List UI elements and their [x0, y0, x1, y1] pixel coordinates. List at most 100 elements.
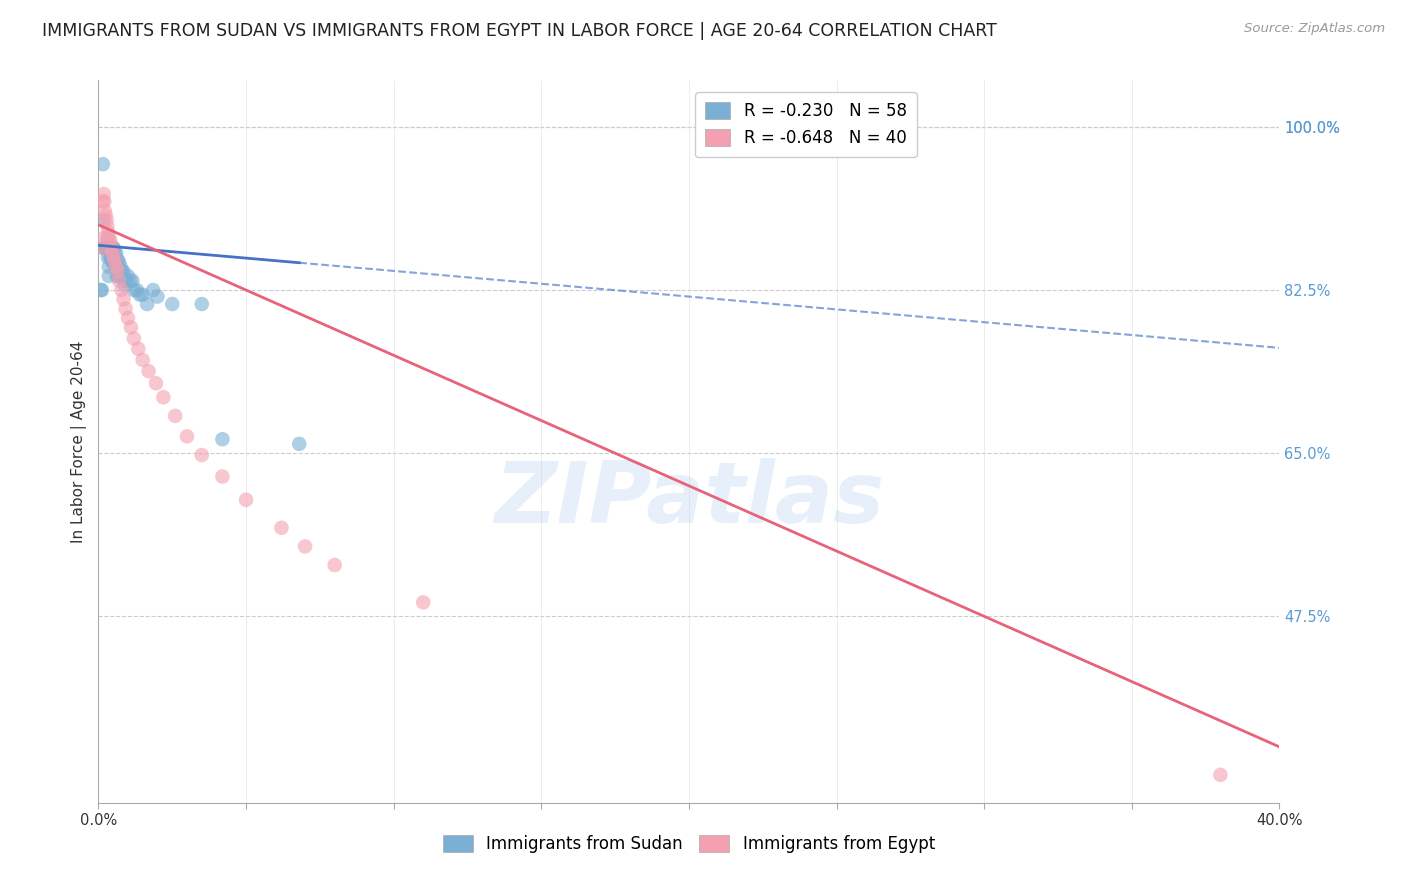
Point [100, 251, 122, 265]
Point [96, 232, 118, 246]
Point [112, 264, 135, 278]
Point [120, 274, 142, 288]
Point [105, 268, 128, 283]
Point [98, 234, 121, 248]
Point [94, 209, 117, 223]
Point [110, 260, 132, 274]
Point [412, 595, 434, 609]
Point [145, 376, 167, 391]
Point [103, 255, 125, 269]
Point [191, 448, 214, 462]
Point [211, 469, 233, 483]
Point [91, 157, 114, 171]
Point [112, 293, 135, 307]
Point [136, 297, 159, 311]
Legend: Immigrants from Sudan, Immigrants from Egypt: Immigrants from Sudan, Immigrants from E… [436, 828, 942, 860]
Point [110, 268, 132, 283]
Point [107, 252, 129, 267]
Point [270, 521, 292, 535]
Point [115, 274, 138, 288]
Point [104, 255, 127, 269]
Point [100, 241, 122, 255]
Point [96, 219, 118, 234]
Point [105, 260, 128, 274]
Text: Source: ZipAtlas.com: Source: ZipAtlas.com [1244, 22, 1385, 36]
Point [103, 241, 125, 255]
Point [162, 297, 183, 311]
Point [120, 320, 142, 334]
Point [294, 540, 316, 554]
Point [91, 194, 114, 209]
Point [104, 260, 127, 274]
Point [108, 268, 131, 283]
Point [104, 245, 127, 260]
Point [211, 432, 233, 446]
Point [91, 283, 114, 297]
Y-axis label: In Labor Force | Age 20-64: In Labor Force | Age 20-64 [72, 341, 87, 542]
Point [96, 213, 118, 227]
Point [100, 238, 122, 252]
Point [96, 241, 118, 255]
Point [111, 271, 134, 285]
Point [93, 194, 115, 209]
Point [132, 353, 155, 368]
Point [1209, 768, 1232, 782]
Point [91, 241, 114, 255]
Point [117, 311, 139, 326]
Point [97, 260, 120, 274]
Point [103, 248, 125, 262]
Text: IMMIGRANTS FROM SUDAN VS IMMIGRANTS FROM EGYPT IN LABOR FORCE | AGE 20-64 CORREL: IMMIGRANTS FROM SUDAN VS IMMIGRANTS FROM… [42, 22, 997, 40]
Point [90, 232, 112, 246]
Point [121, 274, 143, 288]
Point [98, 230, 121, 244]
Point [97, 251, 120, 265]
Point [114, 301, 136, 316]
Point [132, 287, 155, 301]
Text: ZIPatlas: ZIPatlas [494, 458, 884, 541]
Point [98, 241, 121, 255]
Point [122, 283, 145, 297]
Point [108, 255, 131, 269]
Point [103, 241, 125, 255]
Point [323, 558, 346, 572]
Point [100, 241, 122, 255]
Point [111, 264, 134, 278]
Point [97, 241, 120, 255]
Point [100, 251, 122, 265]
Point [152, 390, 174, 404]
Point [110, 283, 132, 297]
Point [93, 241, 115, 255]
Point [94, 241, 117, 255]
Point [114, 278, 136, 293]
Point [90, 283, 112, 297]
Point [138, 364, 160, 378]
Point [235, 492, 257, 507]
Point [165, 409, 187, 423]
Point [96, 241, 118, 255]
Point [94, 203, 117, 218]
Point [146, 289, 169, 303]
Point [107, 264, 129, 278]
Point [105, 245, 128, 260]
Point [101, 255, 124, 269]
Point [98, 241, 121, 255]
Point [93, 213, 115, 227]
Point [105, 255, 128, 269]
Point [108, 274, 131, 288]
Point [127, 342, 149, 356]
Point [142, 283, 165, 297]
Point [94, 241, 117, 255]
Point [104, 253, 127, 268]
Point [112, 274, 135, 288]
Point [107, 268, 129, 283]
Point [122, 332, 145, 346]
Point [288, 437, 311, 451]
Point [191, 297, 214, 311]
Point [101, 241, 124, 255]
Point [98, 251, 121, 265]
Point [117, 268, 139, 283]
Point [93, 187, 115, 202]
Point [101, 243, 124, 257]
Point [97, 225, 120, 239]
Point [125, 283, 148, 297]
